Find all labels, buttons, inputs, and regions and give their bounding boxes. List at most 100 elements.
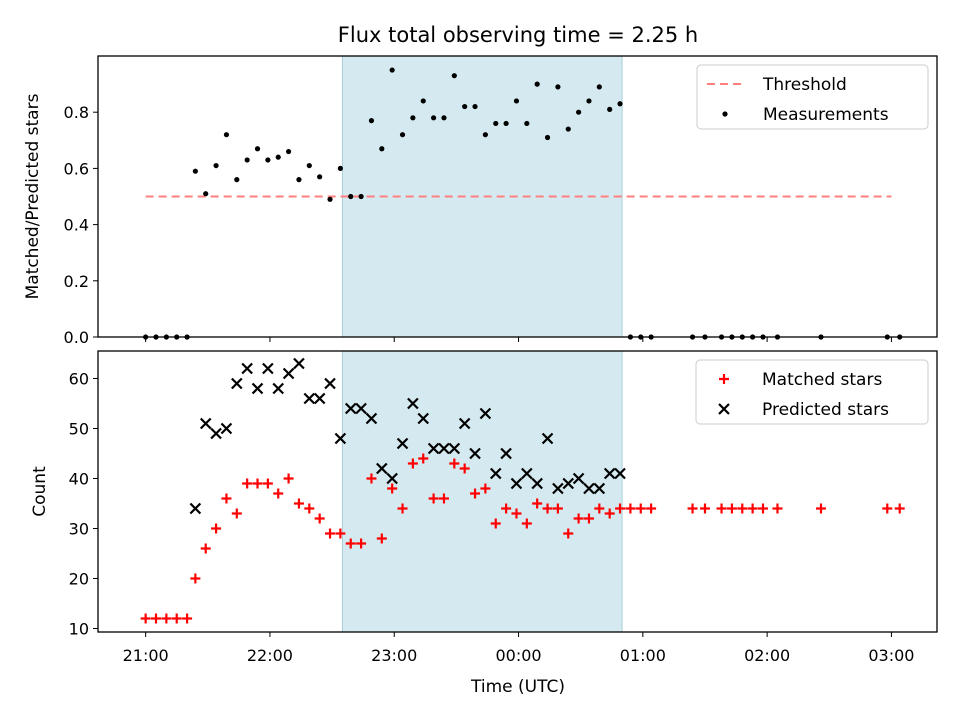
data-point xyxy=(171,613,182,624)
data-point xyxy=(396,437,409,450)
y-tick-label: 30 xyxy=(69,520,89,539)
data-point xyxy=(524,120,530,127)
data-point xyxy=(757,503,768,514)
data-point xyxy=(345,538,356,549)
y-tick-label: 0.6 xyxy=(64,159,89,178)
axes-frame xyxy=(97,350,938,633)
data-point xyxy=(376,462,388,475)
y-axis-label: Count xyxy=(30,466,50,517)
data-point xyxy=(190,573,201,584)
data-point xyxy=(254,146,261,152)
data-point xyxy=(192,168,198,174)
legend-swatch xyxy=(722,111,728,117)
data-point xyxy=(573,513,584,524)
data-point xyxy=(449,458,460,469)
data-point xyxy=(387,483,398,494)
legend-box xyxy=(695,359,929,425)
data-point xyxy=(365,412,378,425)
data-point xyxy=(265,157,271,163)
data-point xyxy=(532,498,543,509)
data-point xyxy=(334,432,347,445)
data-point xyxy=(607,106,613,112)
data-point xyxy=(272,382,285,395)
data-point xyxy=(431,115,437,121)
data-point xyxy=(327,196,333,202)
data-point xyxy=(231,508,242,519)
panel-count: 10 20 30 40 50 60 21:00 22:00 23:00 00:00 01:00 02:… xyxy=(30,350,938,665)
data-point xyxy=(563,528,574,539)
y-tick-label: 20 xyxy=(69,570,89,589)
data-point xyxy=(211,523,222,534)
x-tick-label: 23:00 xyxy=(371,646,417,665)
data-point xyxy=(314,513,325,524)
data-point xyxy=(325,528,336,539)
data-point xyxy=(285,148,292,155)
data-point xyxy=(594,503,605,514)
data-point xyxy=(210,427,222,440)
data-point xyxy=(420,98,426,104)
data-point xyxy=(544,134,551,141)
y-tick-label: 50 xyxy=(69,420,89,439)
data-point xyxy=(479,407,492,420)
legend-swatch xyxy=(719,374,729,384)
data-point xyxy=(555,84,561,90)
data-point xyxy=(500,447,512,460)
legend-label: Predicted stars xyxy=(762,400,889,420)
data-point xyxy=(223,132,230,138)
data-point xyxy=(399,132,406,138)
data-point xyxy=(231,377,243,390)
y-axis-label: Matched/Predicted stars xyxy=(23,93,43,299)
data-point xyxy=(317,174,323,180)
data-point xyxy=(747,503,758,514)
data-point xyxy=(882,503,893,514)
y-tick-label: 60 xyxy=(69,370,89,389)
data-point xyxy=(262,362,274,375)
data-point xyxy=(482,132,488,138)
data-point xyxy=(303,392,316,405)
data-point xyxy=(441,115,447,121)
data-point xyxy=(376,533,387,544)
data-point xyxy=(562,477,575,490)
data-point xyxy=(335,528,346,539)
data-point xyxy=(552,503,563,514)
data-point xyxy=(513,98,520,104)
data-point xyxy=(603,467,616,480)
panel-ratio: 0.0 0.2 0.4 0.6 0.8 Matched/Predicted stars Th… xyxy=(23,55,938,347)
data-point xyxy=(366,473,377,484)
data-point xyxy=(511,508,522,519)
data-point xyxy=(313,392,326,405)
data-point xyxy=(389,67,395,73)
data-point xyxy=(273,488,284,499)
data-point xyxy=(531,477,543,490)
x-tick-label: 21:00 xyxy=(123,646,169,665)
data-point xyxy=(407,458,418,469)
data-point xyxy=(296,177,302,183)
legend-label: Measurements xyxy=(763,105,889,125)
data-point xyxy=(542,503,553,514)
data-point xyxy=(894,503,905,514)
data-point xyxy=(397,503,408,514)
y-tick-label: 40 xyxy=(69,470,89,489)
data-point xyxy=(565,126,571,132)
x-tick-label: 02:00 xyxy=(744,646,790,665)
data-point xyxy=(241,362,253,375)
axes-frame xyxy=(97,55,938,338)
data-point xyxy=(410,115,416,121)
data-point xyxy=(459,463,470,474)
data-point xyxy=(737,503,748,514)
data-point xyxy=(716,503,727,514)
data-point xyxy=(815,503,826,514)
data-point xyxy=(493,120,499,127)
y-tick-label: 0.0 xyxy=(64,328,89,347)
data-point xyxy=(490,518,501,529)
data-point xyxy=(151,613,162,624)
data-point xyxy=(593,482,606,495)
data-point xyxy=(355,402,367,415)
data-point xyxy=(242,478,253,489)
data-point xyxy=(635,503,646,514)
data-point xyxy=(625,503,636,514)
data-point xyxy=(189,502,202,515)
data-point xyxy=(534,81,540,87)
data-point xyxy=(161,613,172,624)
data-point xyxy=(501,503,512,514)
